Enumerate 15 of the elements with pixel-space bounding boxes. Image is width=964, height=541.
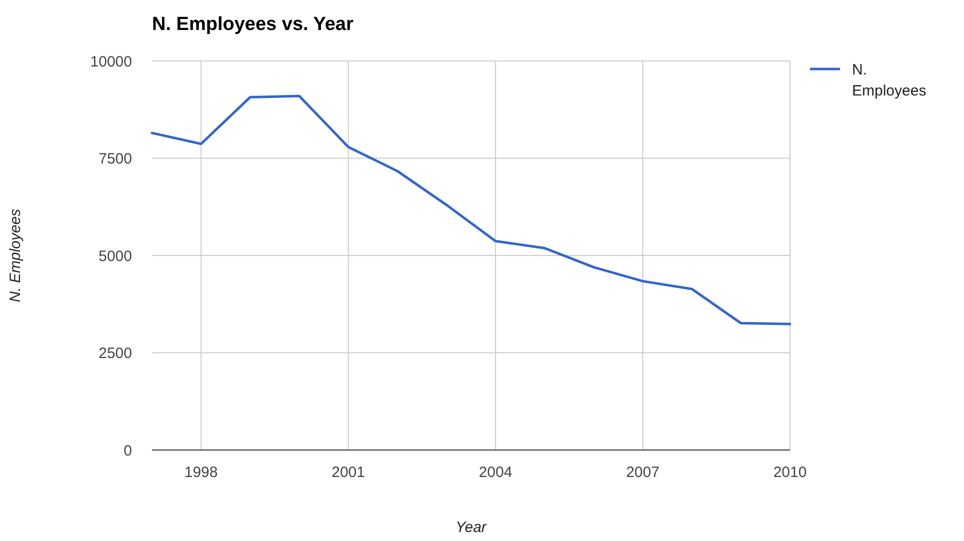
chart-title: N. Employees vs. Year xyxy=(152,14,354,35)
y-axis-title: N. Employees xyxy=(7,208,24,302)
y-tick-label: 5000 xyxy=(98,248,132,265)
x-tick-label: 1998 xyxy=(184,464,218,481)
y-tick-label: 10000 xyxy=(90,53,132,70)
y-tick-label: 0 xyxy=(124,442,132,460)
legend-label: N. Employees xyxy=(852,61,926,100)
y-tick-label: 2500 xyxy=(98,345,132,362)
x-tick-label: 2004 xyxy=(478,464,512,481)
x-tick-label: 2010 xyxy=(773,464,807,481)
x-axis-title: Year xyxy=(456,519,488,536)
line-series xyxy=(150,94,792,326)
x-tick-label: 2007 xyxy=(626,464,660,481)
x-tick-label: 2001 xyxy=(332,464,365,481)
y-tick-label: 7500 xyxy=(98,150,132,168)
